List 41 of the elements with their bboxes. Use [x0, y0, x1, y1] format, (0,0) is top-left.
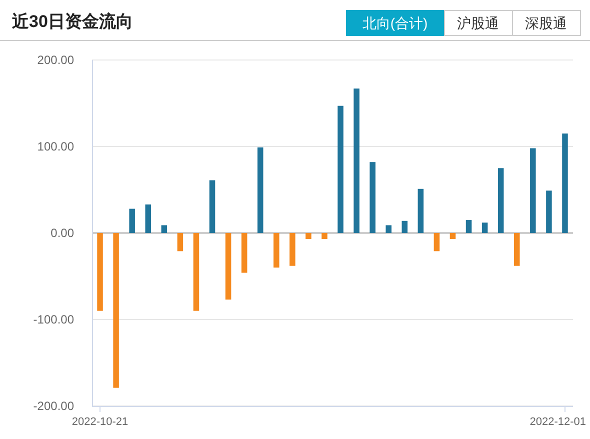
bar — [209, 180, 216, 233]
bar — [338, 106, 344, 233]
bar — [514, 233, 520, 266]
bar — [354, 88, 360, 233]
x-tick-label: 2022-10-21 — [72, 416, 128, 428]
bar — [418, 188, 424, 233]
bar — [273, 233, 280, 268]
x-tick-label: 2022-12-01 — [530, 416, 586, 428]
text: 沪股通 — [457, 15, 499, 31]
text: 北向(合计) — [362, 15, 428, 31]
y-tick-label: -100.00 — [33, 312, 74, 326]
text: 深股通 — [525, 15, 567, 31]
bar — [97, 233, 103, 311]
bar — [290, 233, 296, 266]
bar — [257, 147, 264, 233]
bar — [498, 168, 504, 233]
bar — [241, 233, 248, 273]
bar — [177, 233, 184, 252]
y-tick-label: 100.00 — [37, 140, 74, 154]
y-tick-label: -200.00 — [33, 399, 74, 413]
y-tick-label: 200.00 — [37, 53, 74, 67]
chart-title: 近30日资金流向 — [11, 12, 133, 31]
bar — [434, 233, 440, 252]
bar — [402, 220, 408, 233]
bar — [161, 225, 168, 233]
bar — [225, 233, 232, 300]
bar — [530, 148, 536, 233]
bar — [482, 222, 488, 233]
bar — [466, 220, 472, 233]
bar — [370, 162, 376, 233]
bar — [193, 233, 200, 311]
bar — [546, 190, 552, 233]
bar — [129, 208, 135, 233]
bar — [562, 134, 568, 233]
bar — [145, 204, 152, 233]
bar — [322, 233, 328, 240]
bar — [306, 233, 312, 240]
y-tick-label: 0.00 — [50, 226, 74, 240]
bar — [113, 233, 119, 388]
bar — [450, 233, 456, 240]
bar — [386, 225, 392, 233]
